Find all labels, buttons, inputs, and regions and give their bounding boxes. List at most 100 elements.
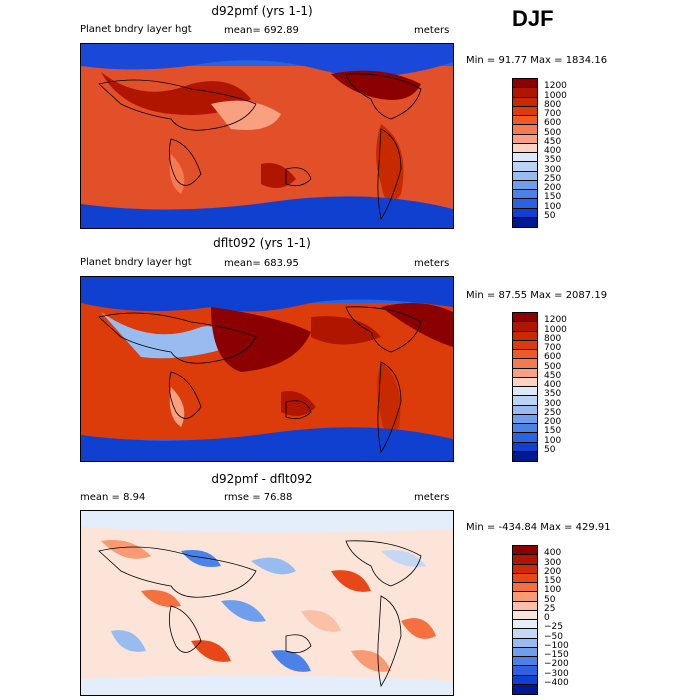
colorbar-tick-label: 450 [544,136,562,147]
colorbar-tick-label: 100 [544,201,562,212]
colorbar-tick-label: 700 [544,109,562,119]
colorbar-tick-label: 500 [544,361,562,372]
panel3-colorbar [512,545,538,695]
panel2-minmax: Min = 87.55 Max = 2087.19 [466,290,608,301]
colorbar-tick-label: 50 [544,444,556,455]
colorbar-tick-label: 450 [544,370,562,381]
colorbar-swatch [513,97,537,107]
colorbar-tick-label: 1000 [544,90,567,101]
panel2-mean-label: mean= 683.95 [224,258,299,269]
colorbar-swatch [513,433,537,443]
panel3-minmax: Min = -434.84 Max = 429.91 [466,522,611,533]
colorbar-swatch [513,134,537,144]
panel3-units-label: meters [414,492,450,503]
panel2-units-label: meters [414,258,450,269]
colorbar-swatch [513,638,537,648]
panel1-map [80,43,454,229]
colorbar-swatch [513,620,537,630]
colorbar-swatch [513,143,537,153]
colorbar-tick-label: 250 [544,173,562,184]
colorbar-swatch [513,564,537,574]
panel1-colorbar [512,78,538,228]
panel3-rmse-label: rmse = 76.88 [224,492,293,503]
colorbar-tick-label: 25 [544,603,556,614]
colorbar-swatch [513,647,537,657]
colorbar-tick-label: −100 [544,640,569,651]
colorbar-tick-label: 700 [544,343,562,353]
colorbar-tick-label: 200 [544,183,562,193]
colorbar-tick-label: 600 [544,352,562,363]
colorbar-tick-label: 800 [544,333,562,344]
colorbar-swatch [513,190,537,200]
panel3-map [80,510,454,696]
colorbar-swatch [513,180,537,190]
colorbar-tick-label: 200 [544,566,562,577]
panel1-mean-label: mean= 692.89 [224,25,299,36]
colorbar-swatch [513,313,537,323]
colorbar-swatch [513,368,537,378]
colorbar-tick-label: 100 [544,435,562,446]
panel1-units-label: meters [414,25,450,36]
colorbar-swatch [513,217,537,227]
colorbar-swatch [513,199,537,209]
panel3-title: d92pmf - dflt092 [211,472,313,486]
colorbar-swatch [513,546,537,556]
panel1-variable-label: Planet bndry layer hgt [80,24,192,35]
panel2-map [80,276,454,462]
colorbar-tick-label: 100 [544,585,562,596]
colorbar-swatch [513,79,537,89]
colorbar-swatch [513,153,537,163]
season-label: DJF [512,6,554,31]
panel1-title: d92pmf (yrs 1-1) [211,4,313,18]
colorbar-swatch [513,555,537,565]
colorbar-swatch [513,583,537,593]
colorbar-tick-label: 1200 [544,315,567,326]
colorbar-tick-label: 200 [544,417,562,427]
colorbar-swatch [513,610,537,620]
colorbar-swatch [513,592,537,602]
colorbar-swatch [513,414,537,424]
panel1-minmax: Min = 91.77 Max = 1834.16 [466,55,608,66]
colorbar-swatch [513,350,537,360]
colorbar-tick-label: 300 [544,398,562,409]
colorbar-tick-label: 250 [544,407,562,418]
colorbar-swatch [513,331,537,341]
colorbar-tick-label: 150 [544,426,562,437]
colorbar-swatch [513,116,537,126]
colorbar-swatch [513,162,537,172]
colorbar-swatch [513,377,537,387]
colorbar-tick-label: −200 [544,659,569,670]
colorbar-swatch [513,171,537,181]
colorbar-tick-label: 1000 [544,324,567,335]
colorbar-swatch [513,601,537,611]
colorbar-tick-label: −25 [544,622,563,633]
colorbar-swatch [513,125,537,135]
colorbar-tick-label: 500 [544,127,562,138]
colorbar-tick-label: 300 [544,164,562,175]
colorbar-swatch [513,629,537,639]
colorbar-tick-label: 400 [544,548,562,559]
colorbar-swatch [513,396,537,406]
colorbar-swatch [513,657,537,667]
colorbar-swatch [513,666,537,676]
colorbar-tick-label: 300 [544,557,562,568]
panel3-mean-label: mean = 8.94 [80,492,146,503]
colorbar-tick-label: 600 [544,118,562,129]
colorbar-tick-label: 150 [544,192,562,203]
panel2-variable-label: Planet bndry layer hgt [80,257,192,268]
colorbar-swatch [513,573,537,583]
colorbar-tick-label: 400 [544,380,562,390]
colorbar-swatch [513,322,537,332]
colorbar-tick-label: 150 [544,576,562,586]
colorbar-tick-label: −150 [544,650,569,660]
colorbar-tick-label: −300 [544,668,569,679]
colorbar-swatch [513,405,537,415]
colorbar-tick-label: 400 [544,146,562,156]
colorbar-tick-label: 350 [544,155,562,166]
colorbar-tick-label: 1200 [544,81,567,92]
colorbar-tick-label: 50 [544,594,556,605]
colorbar-swatch [513,208,537,218]
colorbar-tick-label: 0 [544,613,550,623]
colorbar-swatch [513,442,537,452]
colorbar-swatch [513,106,537,116]
